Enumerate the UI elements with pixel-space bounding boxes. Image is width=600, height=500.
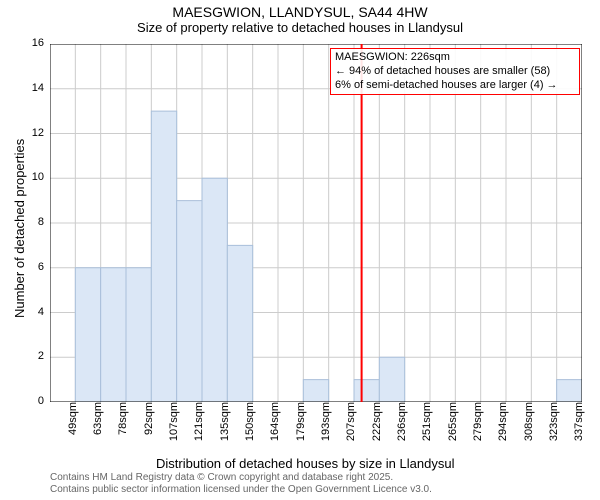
y-tick-label: 6 — [22, 261, 44, 273]
attribution-line2: Contains public sector information licen… — [50, 484, 432, 496]
attribution-line1: Contains HM Land Registry data © Crown c… — [50, 472, 432, 484]
x-tick-label: 107sqm — [168, 402, 180, 450]
x-axis-label-text: Distribution of detached houses by size … — [156, 456, 454, 471]
y-tick-label: 14 — [22, 82, 44, 94]
x-axis-label: Distribution of detached houses by size … — [156, 456, 454, 471]
y-axis-label: Number of detached properties — [12, 139, 27, 318]
marker-callout-box: MAESGWION: 226sqm ← 94% of detached hous… — [330, 48, 580, 95]
histogram-bar — [227, 245, 252, 402]
y-tick-label: 8 — [22, 216, 44, 228]
y-tick-label: 4 — [22, 306, 44, 318]
histogram-bar — [101, 268, 126, 402]
histogram-bar — [303, 380, 328, 402]
x-tick-label: 337sqm — [573, 402, 585, 450]
y-tick-label: 12 — [22, 127, 44, 139]
chart-subtitle-text: Size of property relative to detached ho… — [137, 20, 463, 35]
x-tick-label: 179sqm — [295, 402, 307, 450]
x-tick-label: 92sqm — [143, 402, 155, 450]
x-tick-label: 164sqm — [269, 402, 281, 450]
x-tick-label: 78sqm — [117, 402, 129, 450]
x-tick-label: 279sqm — [472, 402, 484, 450]
callout-line3: 6% of semi-detached houses are larger (4… — [335, 79, 575, 93]
x-tick-label: 49sqm — [67, 402, 79, 450]
plot-area: MAESGWION: 226sqm ← 94% of detached hous… — [50, 44, 582, 402]
histogram-bar — [75, 268, 100, 402]
histogram-bar — [151, 111, 176, 402]
histogram-bar — [379, 357, 404, 402]
histogram-bar — [354, 380, 379, 402]
attribution-footer: Contains HM Land Registry data © Crown c… — [50, 472, 432, 496]
x-tick-label: 63sqm — [92, 402, 104, 450]
chart-title-text: MAESGWION, LLANDYSUL, SA44 4HW — [172, 4, 427, 20]
x-tick-label: 193sqm — [320, 402, 332, 450]
histogram-svg — [50, 44, 582, 402]
y-tick-label: 10 — [22, 171, 44, 183]
x-tick-label: 308sqm — [523, 402, 535, 450]
x-tick-label: 121sqm — [193, 402, 205, 450]
x-tick-label: 236sqm — [396, 402, 408, 450]
x-tick-label: 222sqm — [371, 402, 383, 450]
histogram-bar — [126, 268, 151, 402]
histogram-bar — [202, 178, 227, 402]
callout-line1: MAESGWION: 226sqm — [335, 51, 575, 65]
x-tick-label: 294sqm — [497, 402, 509, 450]
x-tick-label: 150sqm — [244, 402, 256, 450]
y-tick-label: 16 — [22, 37, 44, 49]
x-tick-label: 265sqm — [447, 402, 459, 450]
histogram-bar — [177, 201, 202, 402]
y-axis-label-text: Number of detached properties — [12, 139, 27, 318]
y-tick-label: 2 — [22, 350, 44, 362]
histogram-bar — [557, 380, 582, 402]
chart-subtitle: Size of property relative to detached ho… — [0, 20, 600, 35]
x-tick-label: 323sqm — [548, 402, 560, 450]
callout-line2: ← 94% of detached houses are smaller (58… — [335, 65, 575, 79]
x-tick-label: 207sqm — [345, 402, 357, 450]
x-tick-label: 251sqm — [421, 402, 433, 450]
chart-title: MAESGWION, LLANDYSUL, SA44 4HW — [0, 0, 600, 20]
x-tick-label: 135sqm — [219, 402, 231, 450]
y-tick-label: 0 — [22, 395, 44, 407]
